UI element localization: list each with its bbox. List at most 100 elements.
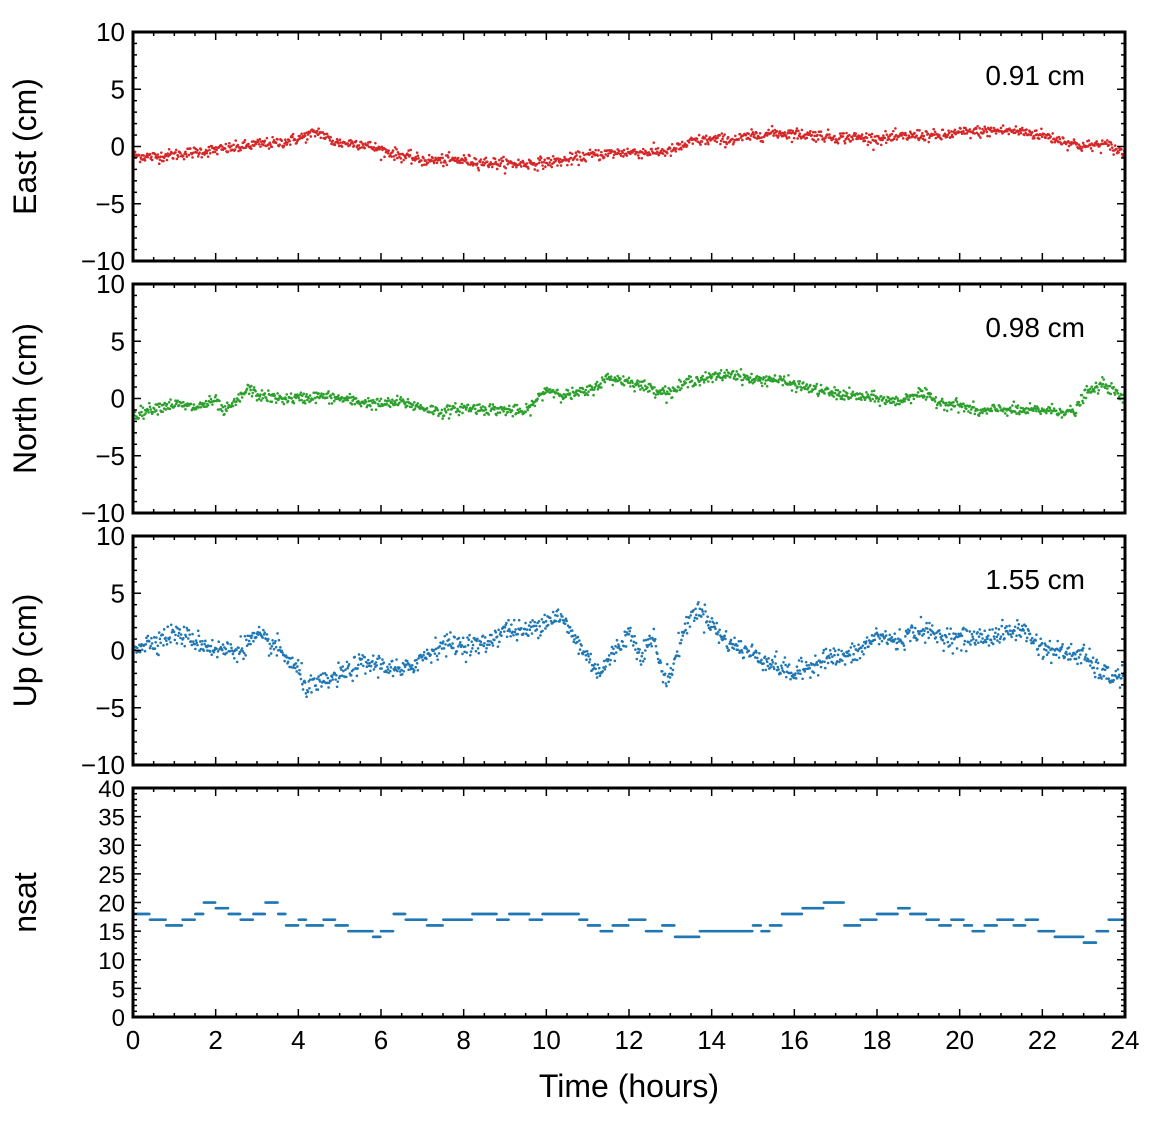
data-point: [1101, 382, 1105, 386]
data-point: [1028, 632, 1032, 636]
data-point: [592, 151, 596, 155]
data-point: [1088, 387, 1092, 391]
data-point: [257, 633, 260, 637]
data-point: [701, 374, 704, 378]
data-point: [402, 158, 405, 162]
data-point: [329, 679, 332, 683]
data-point: [646, 386, 649, 389]
data-point: [1049, 135, 1052, 138]
data-point: [485, 643, 489, 647]
data-point: [1057, 135, 1061, 139]
data-point: [794, 129, 798, 133]
data-point: [947, 129, 950, 132]
data-point: [476, 166, 480, 170]
data-point: [708, 620, 712, 623]
data-point: [648, 634, 651, 638]
data-point: [1116, 668, 1120, 671]
data-point: [711, 380, 714, 384]
data-point: [810, 390, 814, 393]
data-point: [962, 402, 965, 406]
data-point: [1099, 382, 1103, 386]
data-point: [792, 676, 796, 680]
data-point: [666, 675, 670, 678]
data-point: [879, 138, 882, 142]
data-point: [436, 658, 439, 661]
data-point: [847, 649, 850, 653]
data-point: [926, 132, 930, 136]
data-point: [796, 669, 799, 672]
data-point: [247, 384, 250, 387]
data-point: [848, 133, 851, 137]
data-point: [230, 646, 233, 650]
data-point: [596, 387, 600, 391]
data-point: [797, 659, 801, 662]
data-point: [649, 642, 653, 645]
data-point: [631, 381, 634, 385]
data-point: [1101, 139, 1104, 142]
data-point: [934, 636, 938, 639]
data-point: [461, 636, 465, 640]
data-point: [929, 633, 933, 636]
data-point: [772, 134, 775, 137]
data-point: [926, 630, 930, 634]
data-point: [1094, 660, 1098, 664]
data-point: [340, 396, 344, 399]
data-point: [211, 150, 215, 154]
data-point: [684, 628, 687, 632]
data-point: [704, 134, 708, 138]
data-point: [320, 685, 323, 688]
data-point: [733, 134, 737, 138]
data-point: [221, 643, 225, 646]
data-point: [304, 141, 308, 144]
data-point: [493, 405, 497, 409]
data-point: [982, 640, 986, 644]
data-point: [1105, 139, 1109, 142]
data-point: [313, 391, 316, 395]
data-point: [965, 629, 969, 632]
data-point: [442, 640, 445, 643]
data-point: [165, 158, 169, 162]
data-point: [804, 133, 808, 136]
data-point: [346, 142, 350, 145]
data-point: [840, 397, 844, 401]
data-point: [422, 653, 425, 657]
data-point: [949, 135, 952, 139]
data-point: [787, 129, 790, 132]
data-point: [272, 647, 276, 651]
data-point: [509, 634, 512, 638]
data-point: [923, 629, 926, 633]
data-point: [845, 651, 849, 655]
data-point: [777, 380, 780, 384]
data-point: [797, 129, 800, 133]
data-point: [738, 132, 742, 136]
data-point: [1058, 649, 1062, 653]
data-point: [614, 651, 618, 654]
data-point: [992, 635, 996, 638]
data-point: [586, 652, 590, 656]
data-point: [340, 674, 344, 677]
data-point: [238, 912, 242, 916]
data-point: [654, 393, 658, 396]
data-point: [135, 646, 139, 650]
data-point: [702, 381, 706, 384]
data-point: [306, 690, 310, 694]
data-point: [1060, 416, 1064, 419]
data-point: [750, 372, 753, 376]
data-point: [887, 399, 891, 403]
data-point: [831, 655, 834, 658]
data-point: [789, 671, 793, 675]
data-point: [945, 401, 948, 405]
data-point: [920, 134, 923, 138]
data-point: [530, 399, 534, 403]
data-point: [801, 677, 804, 681]
data-point: [466, 636, 469, 639]
data-point: [584, 388, 588, 392]
data-point: [451, 642, 454, 645]
data-point: [1013, 629, 1016, 633]
data-point: [606, 372, 610, 376]
data-point: [1108, 148, 1112, 151]
data-point: [758, 652, 761, 655]
data-point: [482, 644, 486, 648]
data-point: [611, 150, 614, 153]
